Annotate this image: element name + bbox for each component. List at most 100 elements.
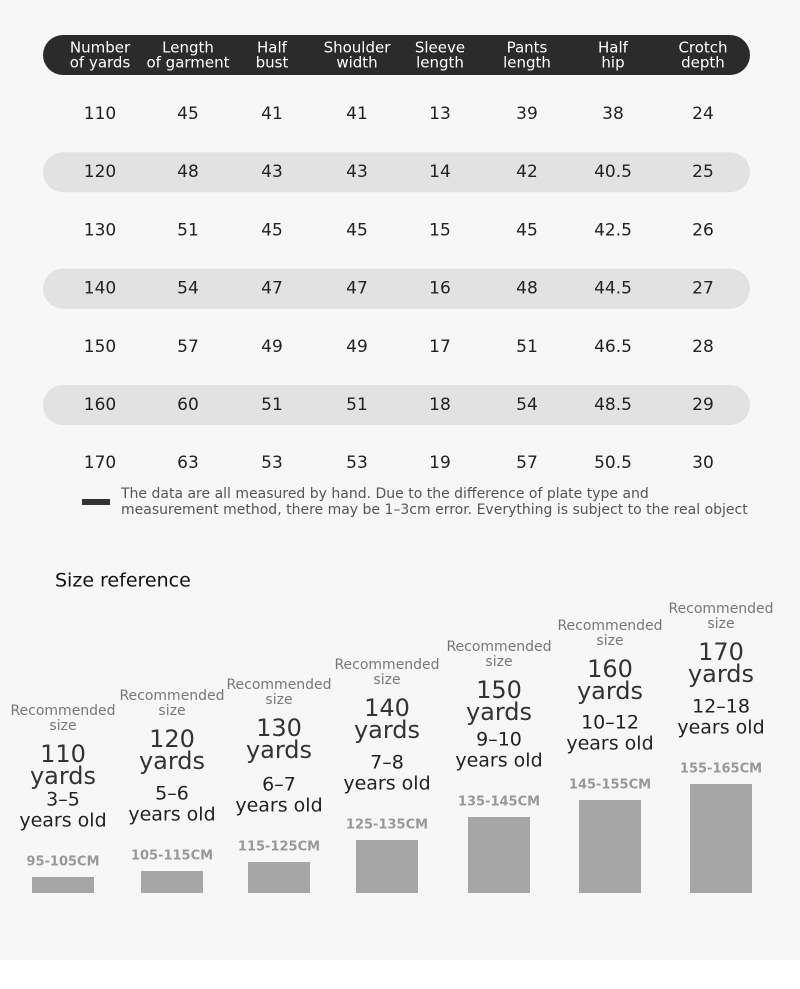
size-unit: yards [577,677,643,705]
height-bar [468,817,530,893]
table-cell: 39 [516,104,538,124]
table-cell: 29 [692,395,714,415]
table-cell: 45 [177,104,199,124]
header-cell: Length [162,39,214,57]
age-unit: years old [128,804,215,826]
table-cell: 45 [261,220,283,240]
header-cell: Pants [507,39,548,57]
header-cell: Half [598,39,629,57]
table-cell: 51 [346,395,368,415]
note-text: measurement method, there may be 1–3cm e… [121,502,748,518]
size-number: 170 [698,638,744,666]
recommended-label: Recommended [10,703,115,719]
note-dash [82,499,110,505]
recommended-label: size [485,654,512,670]
header-cell: Sleeve [415,39,465,57]
header-cell: of garment [146,54,229,72]
table-cell: 150 [84,337,116,357]
table-cell: 57 [177,337,199,357]
table-cell: 25 [692,162,714,182]
age-range: 9–10 [476,729,522,751]
table-cell: 54 [516,395,538,415]
height-bar [248,862,310,893]
table-cell: 48 [177,162,199,182]
table-cell: 49 [346,337,368,357]
age-range: 5–6 [155,783,189,805]
header-cell: Number [70,39,131,57]
size-unit: yards [139,747,205,775]
table-cell: 63 [177,453,199,473]
table-cell: 26 [692,220,714,240]
note-text: The data are all measured by hand. Due t… [120,486,649,502]
header-cell: Crotch [678,39,727,57]
recommended-label: Recommended [446,639,551,655]
size-unit: yards [30,762,96,790]
recommended-label: size [596,633,623,649]
header-cell: length [503,54,551,72]
table-cell: 130 [84,220,116,240]
recommended-label: Recommended [334,657,439,673]
table-cell: 38 [602,104,624,124]
height-range: 125-135CM [346,818,428,833]
height-range: 155-165CM [680,762,762,777]
age-range: 6–7 [262,774,296,796]
table-cell: 42.5 [594,220,632,240]
header-cell: bust [256,54,289,72]
header-cell: of yards [70,54,131,72]
table-cell: 15 [429,220,451,240]
table-cell: 43 [346,162,368,182]
height-bar [32,877,94,893]
height-bar [690,784,752,893]
table-cell: 45 [516,220,538,240]
table-cell: 45 [346,220,368,240]
recommended-label: size [373,672,400,688]
table-cell: 18 [429,395,451,415]
height-range: 95-105CM [26,855,99,870]
table-cell: 51 [261,395,283,415]
table-cell: 48 [516,279,538,299]
size-number: 120 [149,725,195,753]
table-cell: 47 [261,279,283,299]
table-cell: 41 [261,104,283,124]
size-number: 110 [40,740,86,768]
table-cell: 19 [429,453,451,473]
table-cell: 16 [429,279,451,299]
table-cell: 49 [261,337,283,357]
size-number: 140 [364,694,410,722]
table-cell: 44.5 [594,279,632,299]
age-range: 12–18 [692,696,750,718]
table-cell: 30 [692,453,714,473]
table-cell: 48.5 [594,395,632,415]
table-cell: 120 [84,162,116,182]
table-cell: 47 [346,279,368,299]
recommended-label: size [49,718,76,734]
table-cell: 57 [516,453,538,473]
age-unit: years old [566,733,653,755]
recommended-label: Recommended [226,677,331,693]
height-range: 105-115CM [131,849,213,864]
table-cell: 24 [692,104,714,124]
size-unit: yards [688,660,754,688]
row-band [43,268,750,309]
height-bar [579,800,641,893]
height-range: 145-155CM [569,778,651,793]
table-cell: 53 [346,453,368,473]
size-number: 150 [476,676,522,704]
age-unit: years old [235,795,322,817]
age-unit: years old [343,773,430,795]
age-unit: years old [677,717,764,739]
header-cell: Shoulder [324,39,392,57]
table-cell: 17 [429,337,451,357]
table-cell: 54 [177,279,199,299]
size-unit: yards [246,736,312,764]
table-cell: 13 [429,104,451,124]
table-cell: 60 [177,395,199,415]
table-cell: 40.5 [594,162,632,182]
table-cell: 14 [429,162,451,182]
age-range: 7–8 [370,752,404,774]
row-band [43,152,750,193]
table-cell: 43 [261,162,283,182]
table-cell: 42 [516,162,538,182]
age-unit: years old [19,810,106,832]
